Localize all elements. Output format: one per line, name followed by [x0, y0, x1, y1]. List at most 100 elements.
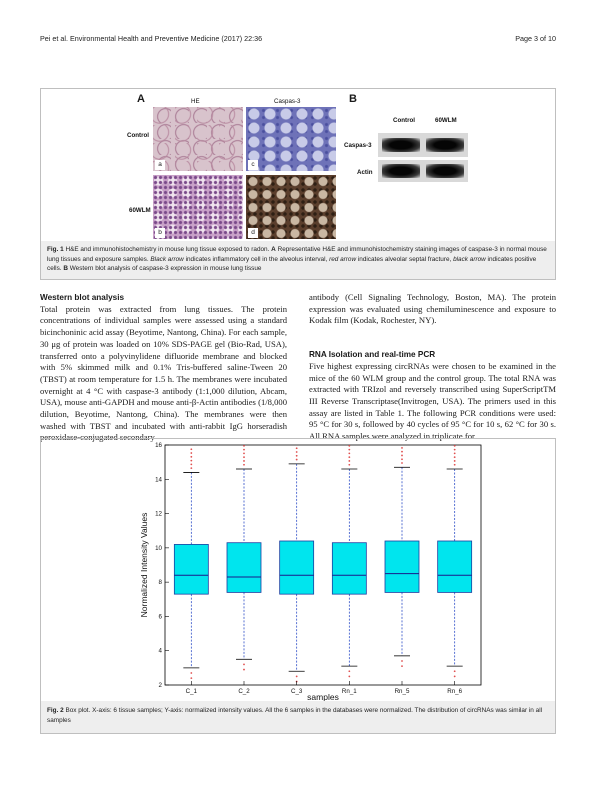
y-tick-label: 10 [155, 545, 162, 552]
box-Rn_1 [331, 444, 367, 678]
paragraph-rna-isolation: Five highest expressing circRNAs were ch… [309, 360, 556, 442]
y-tick-label: 16 [155, 442, 162, 449]
subpanel-c: c [248, 160, 258, 170]
y-tick-label: 6 [159, 613, 163, 620]
band-actin-60wlm [426, 164, 464, 178]
outlier-point [401, 665, 403, 668]
col-header-he: HE [191, 98, 200, 105]
outlier-point [243, 463, 245, 466]
blot-row-actin: Actin [357, 169, 373, 176]
blot-col-control: Control [393, 117, 415, 124]
outlier-point [401, 454, 403, 457]
fig1-caption-t5: indicates positive cells. [47, 255, 537, 273]
band-caspase-control [382, 138, 420, 152]
x-axis-ticks: C_1 C_2 C_3 Rn_1 Rn_5 Rn_6 [186, 681, 463, 695]
right-column: antibody (Cell Signaling Technology, Bos… [309, 292, 556, 443]
paragraph-western-blot: Total protein was extracted from lung ti… [40, 303, 287, 443]
y-tick-label: 4 [159, 648, 163, 655]
outlier-point [190, 459, 193, 462]
outlier-point [348, 452, 351, 455]
box-C_3 [279, 447, 315, 683]
y-axis-title: Normalized Intensity Values [139, 513, 149, 618]
outlier-point [190, 448, 193, 451]
outlier-point [401, 660, 403, 662]
outlier-point [190, 677, 193, 680]
outlier-point [243, 452, 245, 455]
figure-2-caption-box [41, 701, 555, 733]
y-tick-label: 14 [155, 476, 162, 483]
outlier-point [295, 458, 298, 461]
outlier-point [243, 448, 245, 451]
outlier-point [295, 675, 298, 678]
subpanel-a: a [155, 160, 165, 170]
outlier-point [348, 448, 351, 451]
micrograph-caspase-control: c [246, 107, 336, 171]
outlier-point [190, 452, 193, 454]
outlier-point [401, 447, 403, 449]
outlier-point [243, 456, 245, 459]
panel-label-a: A [137, 93, 145, 105]
outlier-point [348, 675, 351, 678]
fig1-caption-t2: Representative H&E and immunohistochemis… [47, 246, 547, 263]
western-blot-caspase [378, 133, 468, 157]
outlier-point [348, 463, 351, 466]
box-iqr [384, 540, 420, 593]
box-iqr [226, 542, 262, 593]
outlier-point [190, 672, 193, 674]
micrograph-he-control: a [153, 107, 243, 171]
box-iqr [331, 542, 367, 595]
outlier-point [243, 663, 245, 666]
fig1-caption-red-arrow: red arrow [329, 255, 357, 263]
outlier-point [295, 447, 298, 450]
micrograph-caspase-60wlm: d [246, 175, 336, 239]
box-C_2 [226, 444, 262, 671]
fig1-caption-t6: Western blot analysis of caspase-3 expre… [69, 265, 262, 272]
outlier-point [243, 668, 245, 671]
band-actin-control [382, 164, 420, 178]
outlier-point [295, 451, 298, 453]
outlier-point [243, 460, 245, 462]
outlier-point [401, 458, 403, 461]
micrograph-he-60wlm: b [153, 175, 243, 239]
boxplot-chart: 2 4 6 8 10 12 14 16 C_1 C_2 C_3 Rn_1 Rn_5 Rn_6 sampl… [139, 442, 482, 701]
outlier-point [453, 463, 456, 466]
outlier-point [348, 456, 351, 459]
row-label-control: Control [127, 132, 149, 139]
boxes [173, 444, 473, 683]
subpanel-d: d [248, 228, 258, 238]
fig1-caption-t4: indicates alveolar septal fracture, [357, 255, 452, 263]
fig1-caption-t3: indicates inflammatory cell in the alveo… [185, 255, 328, 263]
y-tick-label: 2 [159, 682, 163, 689]
outlier-point [453, 670, 456, 673]
box-Rn_5 [384, 447, 420, 668]
figure-1-caption: Fig. 1 H&E and immunohistochemistry in m… [47, 245, 549, 274]
outlier-point [453, 444, 456, 447]
figure-1: A B HE Caspas-3 Control 60WLM a c b d Co… [40, 88, 556, 280]
outlier-point [401, 462, 403, 464]
fig2-label: Fig. 2 [47, 707, 64, 714]
plot-frame [164, 444, 482, 686]
fig1-caption-black-arrow-1: Black arrow [150, 255, 184, 263]
fig1-caption-b: B [63, 265, 68, 272]
y-tick-label: 12 [155, 511, 162, 518]
box-Rn_6 [437, 444, 473, 678]
panel-label-b: B [349, 93, 357, 105]
fig1-label: Fig. 1 [47, 246, 64, 253]
journal-citation: Pei et al. Environmental Health and Prev… [40, 34, 263, 43]
box-C_1 [173, 448, 209, 680]
outlier-point [243, 444, 245, 447]
outlier-point [453, 452, 456, 455]
outlier-point [348, 460, 351, 462]
figure-2-caption: Fig. 2 Box plot. X-axis: 6 tissue sample… [47, 706, 549, 725]
x-axis-title: samples [307, 692, 339, 701]
x-tick-label: C_2 [238, 688, 250, 695]
fig1-caption-t1: H&E and immunohistochemistry in mouse lu… [65, 246, 270, 253]
outlier-point [190, 455, 193, 458]
western-blot-actin [378, 160, 468, 182]
outlier-point [401, 450, 403, 453]
outlier-point [453, 675, 456, 678]
figure-2: 2 4 6 8 10 12 14 16 C_1 C_2 C_3 Rn_1 Rn_5 Rn_6 sampl… [40, 438, 556, 734]
x-tick-label: Rn_1 [342, 688, 357, 695]
outlier-point [453, 448, 456, 451]
figure-1-caption-box [41, 241, 555, 279]
